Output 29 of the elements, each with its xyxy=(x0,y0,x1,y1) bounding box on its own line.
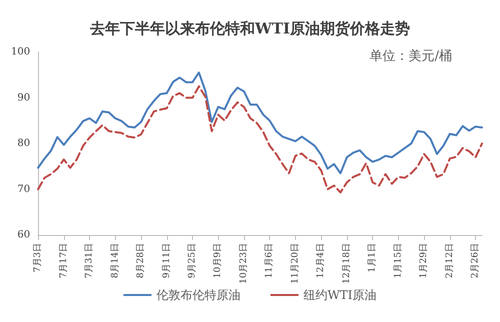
x-tick-label: 9月11日 xyxy=(162,243,172,278)
y-tick-label: 70 xyxy=(17,184,30,195)
x-tick-label: 1月1日 xyxy=(368,243,378,272)
x-tick-label: 7月31日 xyxy=(84,243,95,278)
x-tick-label: 1月29日 xyxy=(419,243,430,278)
line-series xyxy=(37,85,483,194)
y-tick-label: 60 xyxy=(17,230,30,240)
chart-title: 去年下半年以来布伦特和WTI原油期货价格走势 xyxy=(88,20,410,38)
x-tick-label: 12月18日 xyxy=(342,243,352,284)
legend-label: 纽约WTI原油 xyxy=(303,288,377,302)
x-tick-label: 2月12日 xyxy=(444,243,455,278)
x-tick-label: 7月17日 xyxy=(58,243,69,278)
x-tick-label: 12月4日 xyxy=(316,243,326,278)
annotation: 单位：美元/桶 xyxy=(370,48,452,64)
y-tick-label: 100 xyxy=(10,46,30,58)
x-tick-label: 10月9日 xyxy=(213,243,224,278)
x-tick-label: 1月15日 xyxy=(393,243,404,278)
x-tick-label: 2月26日 xyxy=(470,243,481,278)
x-tick-label: 7月3日 xyxy=(33,243,44,272)
x-tick-label: 11月20日 xyxy=(290,243,300,284)
x-tick-label: 8月14日 xyxy=(110,243,120,278)
x-tick-label: 10月23日 xyxy=(238,243,249,284)
y-tick-label: 90 xyxy=(17,92,30,104)
line-series xyxy=(37,72,483,174)
y-tick-label: 80 xyxy=(17,138,30,149)
legend-label: 伦敦布伦特原油 xyxy=(156,288,240,302)
x-tick-label: 8月28日 xyxy=(136,243,146,278)
x-tick-label: 11月6日 xyxy=(264,243,275,278)
x-tick-label: 9月25日 xyxy=(187,243,198,278)
